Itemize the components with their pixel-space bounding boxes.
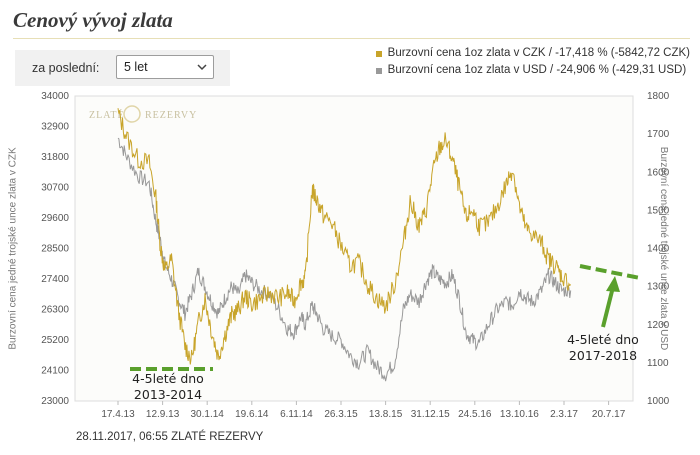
x-tick-label: 30.1.14 xyxy=(191,409,225,420)
annotation-2-line2: 2017-2018 xyxy=(569,348,637,363)
y-axis-left-title: Burzovní cena jedné trojské unce zlata v… xyxy=(7,147,19,350)
legend: Burzovní cena 1oz zlata v CZK / -17,418 … xyxy=(375,45,690,79)
y-left-tick-label: 23000 xyxy=(41,396,69,407)
y-right-tick-label: 1300 xyxy=(647,282,670,293)
y-right-tick-label: 1000 xyxy=(647,396,670,407)
legend-item-czk[interactable]: Burzovní cena 1oz zlata v CZK / -17,418 … xyxy=(375,45,690,62)
x-tick-label: 19.6.14 xyxy=(235,409,269,420)
y-left-tick-label: 25200 xyxy=(41,335,69,346)
period-label: za poslední: xyxy=(32,61,100,75)
annotation-arrow-head-icon xyxy=(606,276,620,292)
annotation-1-line1: 4-5leté dno xyxy=(132,371,204,386)
legend-item-usd[interactable]: Burzovní cena 1oz zlata v USD / -24,906 … xyxy=(375,62,690,79)
y-left-tick-label: 24100 xyxy=(41,366,69,377)
x-tick-label: 26.3.15 xyxy=(324,409,358,420)
y-left-tick-label: 29600 xyxy=(41,213,69,224)
legend-label-usd: Burzovní cena 1oz zlata v USD / -24,906 … xyxy=(387,64,687,76)
y-left-tick-label: 30700 xyxy=(41,183,69,194)
y-left-tick-label: 32900 xyxy=(41,122,69,133)
x-tick-label: 31.12.15 xyxy=(411,409,450,420)
y-right-tick-label: 1700 xyxy=(647,129,670,140)
title-divider xyxy=(13,38,690,39)
period-panel: za poslední: 5 let xyxy=(15,50,230,86)
plot-area xyxy=(74,95,634,402)
legend-swatch-czk xyxy=(375,50,382,57)
watermark: ZLATÉ REZERVY xyxy=(89,105,197,123)
y-right-tick-label: 1200 xyxy=(647,320,670,331)
watermark-right: REZERVY xyxy=(145,110,197,121)
series-usd-line xyxy=(117,137,572,382)
y-right-tick-label: 1600 xyxy=(647,167,670,178)
period-select[interactable]: 5 let xyxy=(116,55,214,79)
x-tick-label: 6.11.14 xyxy=(280,409,313,420)
y-left-tick-label: 28500 xyxy=(41,244,69,255)
y-right-tick-label: 1400 xyxy=(647,244,670,255)
y-left-tick-label: 26300 xyxy=(41,305,69,316)
x-tick-label: 24.5.16 xyxy=(458,409,492,420)
x-tick-label: 13.8.15 xyxy=(369,409,403,420)
footer-timestamp: 28.11.2017, 06:55 ZLATÉ REZERVY xyxy=(76,431,264,443)
period-select-value: 5 let xyxy=(124,60,148,74)
x-tick-label: 17.4.13 xyxy=(101,409,135,420)
x-tick-label: 12.9.13 xyxy=(146,409,180,420)
annotation-1-line2: 2013-2014 xyxy=(134,387,202,402)
y-right-tick-label: 1100 xyxy=(647,358,669,369)
y-right-tick-label: 1800 xyxy=(647,91,670,102)
chevron-down-icon xyxy=(197,64,207,71)
y-left-tick-label: 27400 xyxy=(41,274,69,285)
annotation-arrow-shaft xyxy=(601,286,615,328)
annotation-2-line1: 4-5leté dno xyxy=(567,332,639,347)
annotation-bottom-2017-2018-line xyxy=(579,264,641,280)
watermark-logo-icon xyxy=(123,105,141,123)
x-tick-label: 13.10.16 xyxy=(500,409,539,420)
page-title: Cenový vývoj zlata xyxy=(13,8,173,32)
x-tick-label: 2.3.17 xyxy=(550,409,578,420)
y-right-tick-label: 1500 xyxy=(647,205,670,216)
legend-label-czk: Burzovní cena 1oz zlata v CZK / -17,418 … xyxy=(387,47,690,59)
x-tick-label: 20.7.17 xyxy=(592,409,626,420)
y-left-tick-label: 31800 xyxy=(41,152,69,163)
watermark-left: ZLATÉ xyxy=(89,109,125,121)
legend-swatch-usd xyxy=(375,67,382,74)
y-axis-right-title: Burzovní cena jedné trojské unce zlata v… xyxy=(658,146,670,351)
series-czk-line xyxy=(117,108,572,365)
y-left-tick-label: 34000 xyxy=(41,91,69,102)
